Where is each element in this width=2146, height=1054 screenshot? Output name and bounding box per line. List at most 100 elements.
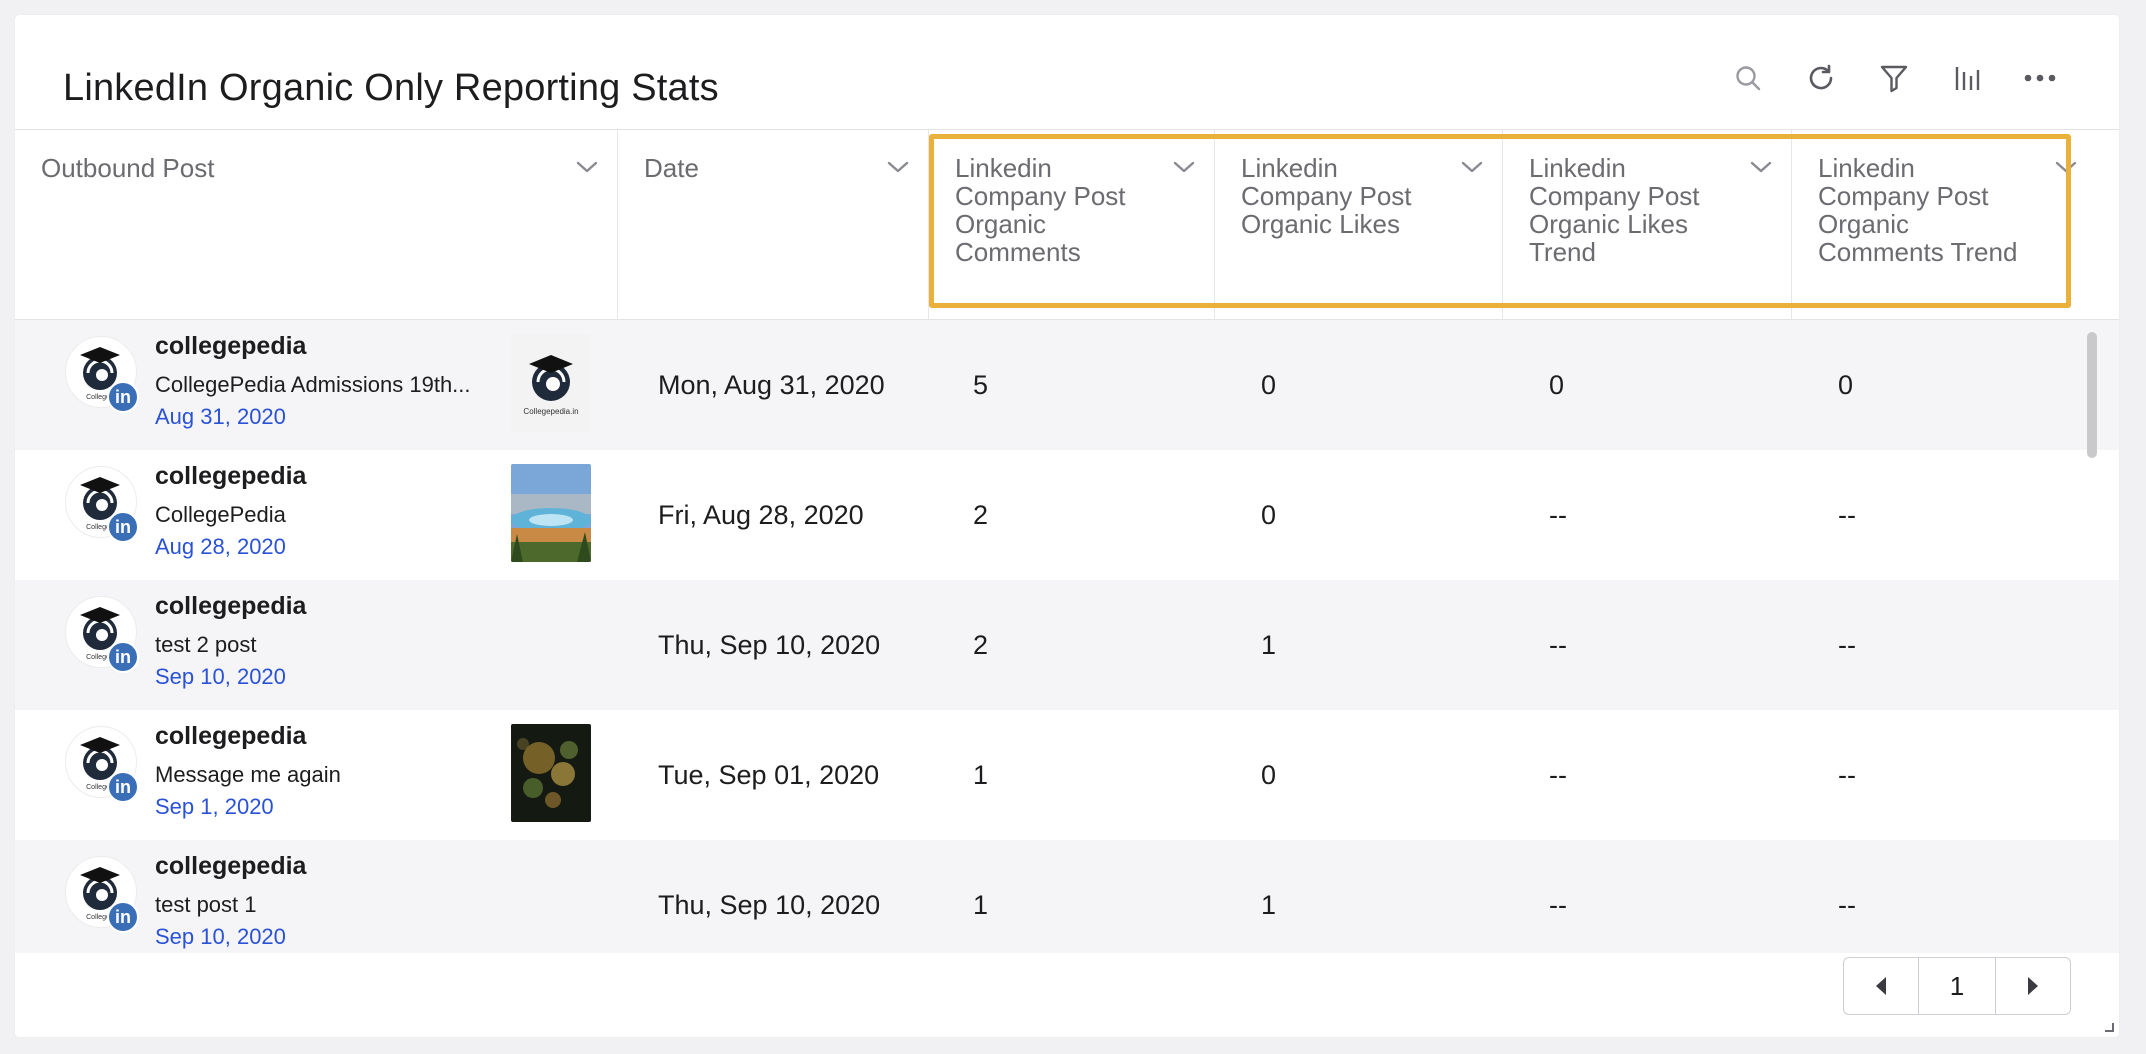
comments-trend-cell: --: [1838, 759, 1856, 790]
comments-cell: 5: [973, 369, 989, 400]
chevron-down-icon[interactable]: [2054, 160, 2078, 174]
column-label: Outbound Post: [41, 153, 215, 183]
next-page-button[interactable]: [1996, 958, 2070, 1014]
post-date-link[interactable]: Sep 1, 2020: [155, 794, 274, 819]
svg-text:Collegepedia.in: Collegepedia.in: [523, 407, 578, 416]
post-text: Message me again: [155, 762, 341, 787]
column-header-comments[interactable]: Linkedin Company Post Organic Comments: [929, 130, 1215, 320]
column-label: Linkedin Company Post Organic Likes Tren…: [1529, 153, 1700, 267]
table-row[interactable]: College in collegepedia Message me again…: [15, 710, 2119, 840]
filter-button[interactable]: [1875, 59, 1913, 97]
avatar: College: [65, 856, 137, 928]
column-label: Linkedin Company Post Organic Comments T…: [1818, 153, 2018, 267]
comments-cell: 2: [973, 499, 989, 530]
post-thumbnail[interactable]: [511, 724, 591, 822]
account-name: collegepedia: [155, 332, 307, 360]
caret-left-icon: [1876, 977, 1886, 995]
likes-trend-cell: 0: [1549, 369, 1565, 400]
column-label: Linkedin Company Post Organic Likes: [1241, 153, 1412, 239]
account-name: collegepedia: [155, 462, 307, 490]
likes-trend-cell: --: [1549, 759, 1567, 790]
landscape-photo-icon: [511, 464, 591, 562]
chart-button[interactable]: [1948, 59, 1986, 97]
comments-trend-cell: --: [1838, 499, 1856, 530]
resize-handle-icon[interactable]: [2103, 1021, 2115, 1033]
likes-trend-cell: --: [1549, 499, 1567, 530]
chevron-down-icon[interactable]: [1749, 160, 1773, 174]
column-header-outbound-post[interactable]: Outbound Post: [15, 130, 618, 320]
svg-text:College: College: [86, 654, 110, 661]
collegepedia-logo-icon: College: [80, 347, 120, 401]
likes-cell: 0: [1261, 369, 1277, 400]
collegepedia-logo-icon: Collegepedia.in: [523, 355, 579, 416]
likes-trend-cell: --: [1549, 889, 1567, 920]
comments-trend-cell: --: [1838, 629, 1856, 660]
linkedin-icon: in: [107, 511, 139, 543]
search-icon: [1736, 66, 1761, 91]
column-header-likes-trend[interactable]: Linkedin Company Post Organic Likes Tren…: [1503, 130, 1792, 320]
table-header: Outbound Post Date Linkedin Company Post…: [15, 130, 2119, 320]
refresh-button[interactable]: [1802, 59, 1840, 97]
chevron-down-icon[interactable]: [575, 160, 599, 174]
comments-cell: 1: [973, 759, 989, 790]
table-row[interactable]: College in collegepedia CollegePedia Adm…: [15, 320, 2119, 450]
stats-table: Outbound Post Date Linkedin Company Post…: [15, 129, 2119, 953]
post-date-link[interactable]: Sep 10, 2020: [155, 924, 286, 949]
likes-cell: 1: [1261, 889, 1277, 920]
account-name: collegepedia: [155, 592, 307, 620]
date-cell: Thu, Sep 10, 2020: [658, 889, 881, 920]
post-thumbnail[interactable]: Collegepedia.in: [511, 334, 591, 432]
svg-text:College: College: [86, 394, 110, 401]
filter-icon: [1880, 65, 1908, 93]
likes-trend-cell: --: [1549, 629, 1567, 660]
svg-text:College: College: [86, 784, 110, 791]
caret-right-icon: [2028, 977, 2038, 995]
likes-cell: 0: [1261, 759, 1277, 790]
date-cell: Fri, Aug 28, 2020: [658, 499, 864, 530]
chart-icon: [1955, 67, 1980, 90]
collegepedia-logo-icon: College: [80, 477, 120, 531]
date-cell: Mon, Aug 31, 2020: [658, 369, 885, 400]
linkedin-icon: in: [107, 771, 139, 803]
column-header-date[interactable]: Date: [618, 130, 929, 320]
post-text: test post 1: [155, 892, 257, 917]
post-text: CollegePedia: [155, 502, 286, 527]
search-button[interactable]: [1729, 59, 1767, 97]
post-date-link[interactable]: Aug 31, 2020: [155, 404, 286, 429]
linkedin-icon: in: [107, 381, 139, 413]
table-row[interactable]: College in collegepedia test post 1 Sep …: [15, 840, 2119, 953]
date-cell: Thu, Sep 10, 2020: [658, 629, 881, 660]
current-page[interactable]: 1: [1918, 958, 1996, 1014]
comments-cell: 2: [973, 629, 989, 660]
chevron-down-icon[interactable]: [1172, 160, 1196, 174]
column-header-likes[interactable]: Linkedin Company Post Organic Likes: [1215, 130, 1503, 320]
chevron-down-icon[interactable]: [886, 160, 910, 174]
pagination: 1: [1843, 957, 2071, 1015]
avatar: College: [65, 726, 137, 798]
linkedin-icon: in: [107, 901, 139, 933]
column-label: Date: [644, 153, 699, 183]
widget-title: LinkedIn Organic Only Reporting Stats: [63, 67, 719, 109]
svg-text:College: College: [86, 914, 110, 921]
more-icon: [2024, 74, 2056, 82]
account-name: collegepedia: [155, 852, 307, 880]
refresh-icon: [1809, 64, 1833, 90]
table-row[interactable]: College in collegepedia CollegePedia Aug…: [15, 450, 2119, 580]
post-thumbnail[interactable]: [511, 464, 591, 562]
table-row[interactable]: College in collegepedia test 2 post Sep …: [15, 580, 2119, 710]
likes-cell: 0: [1261, 499, 1277, 530]
previous-page-button[interactable]: [1844, 958, 1918, 1014]
more-options-button[interactable]: [2021, 59, 2059, 97]
vertical-scrollbar[interactable]: [2087, 332, 2097, 458]
collegepedia-logo-icon: College: [80, 607, 120, 661]
account-name: collegepedia: [155, 722, 307, 750]
chevron-down-icon[interactable]: [1460, 160, 1484, 174]
date-cell: Tue, Sep 01, 2020: [658, 759, 880, 790]
collegepedia-logo-icon: College: [80, 867, 120, 921]
column-header-comments-trend[interactable]: Linkedin Company Post Organic Comments T…: [1792, 130, 2077, 320]
post-date-link[interactable]: Sep 10, 2020: [155, 664, 286, 689]
comments-cell: 1: [973, 889, 989, 920]
post-date-link[interactable]: Aug 28, 2020: [155, 534, 286, 559]
post-text: test 2 post: [155, 632, 257, 657]
collegepedia-logo-icon: College: [80, 737, 120, 791]
